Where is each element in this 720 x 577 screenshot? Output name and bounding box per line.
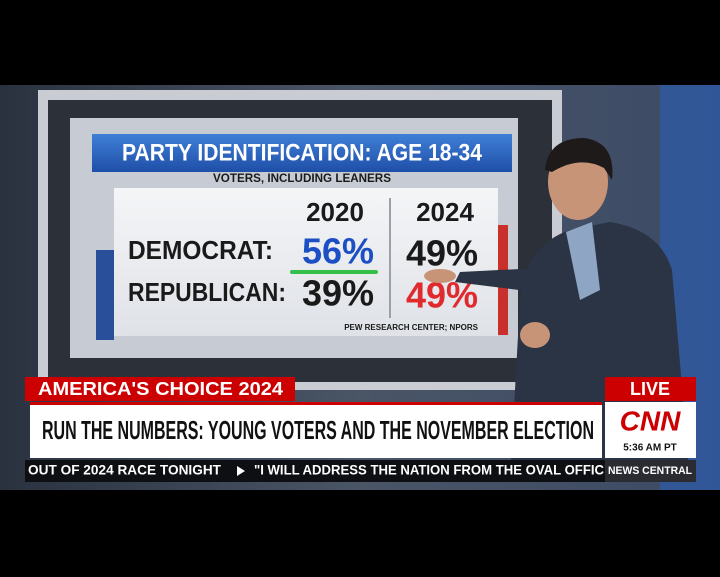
ticker-network-box bbox=[605, 460, 696, 482]
live-banner bbox=[605, 377, 696, 401]
headline-bar bbox=[30, 402, 602, 458]
cell-value: 56% bbox=[302, 231, 374, 272]
clock: 5:36 AM PT bbox=[623, 443, 677, 454]
screen-subtitle: VOTERS, INCLUDING LEANERS bbox=[213, 171, 391, 185]
ticker-separator bbox=[237, 466, 245, 476]
ticker-network: NEWS CENTRAL bbox=[608, 465, 692, 477]
ticker-bar bbox=[25, 460, 605, 482]
column-header: 2020 bbox=[306, 197, 364, 227]
presenter-hand bbox=[520, 322, 550, 348]
source-note: PEW RESEARCH CENTER; NPORS bbox=[344, 323, 478, 332]
title-banner bbox=[92, 134, 512, 172]
headline: RUN THE NUMBERS: YOUNG VOTERS AND THE NO… bbox=[42, 415, 594, 445]
cell-value: 39% bbox=[302, 273, 374, 314]
screen-title: PARTY IDENTIFICATION: AGE 18-34 bbox=[122, 139, 483, 166]
cell-value: 49% bbox=[406, 233, 478, 274]
column-header: 2024 bbox=[416, 197, 474, 227]
presenter-arm bbox=[455, 268, 540, 292]
ticker-item: "I WILL ADDRESS THE NATION FROM THE OVAL… bbox=[254, 462, 604, 478]
data-panel bbox=[114, 188, 498, 336]
logo-box bbox=[605, 402, 696, 458]
presenter-shirt bbox=[566, 222, 600, 300]
show-tag: AMERICA'S CHOICE 2024 bbox=[38, 379, 283, 399]
network-logo: CNN bbox=[620, 405, 681, 436]
ticker-item: OUT OF 2024 RACE TONIGHT bbox=[28, 462, 221, 478]
presenter-hand bbox=[424, 269, 456, 283]
tag-banner bbox=[25, 377, 295, 401]
presenter-hair bbox=[545, 138, 613, 180]
live-label: LIVE bbox=[630, 379, 670, 399]
row-label: DEMOCRAT: bbox=[128, 235, 273, 265]
stars-strip bbox=[96, 250, 114, 340]
headline-accent bbox=[30, 402, 602, 405]
row-label: REPUBLICAN: bbox=[128, 277, 286, 307]
